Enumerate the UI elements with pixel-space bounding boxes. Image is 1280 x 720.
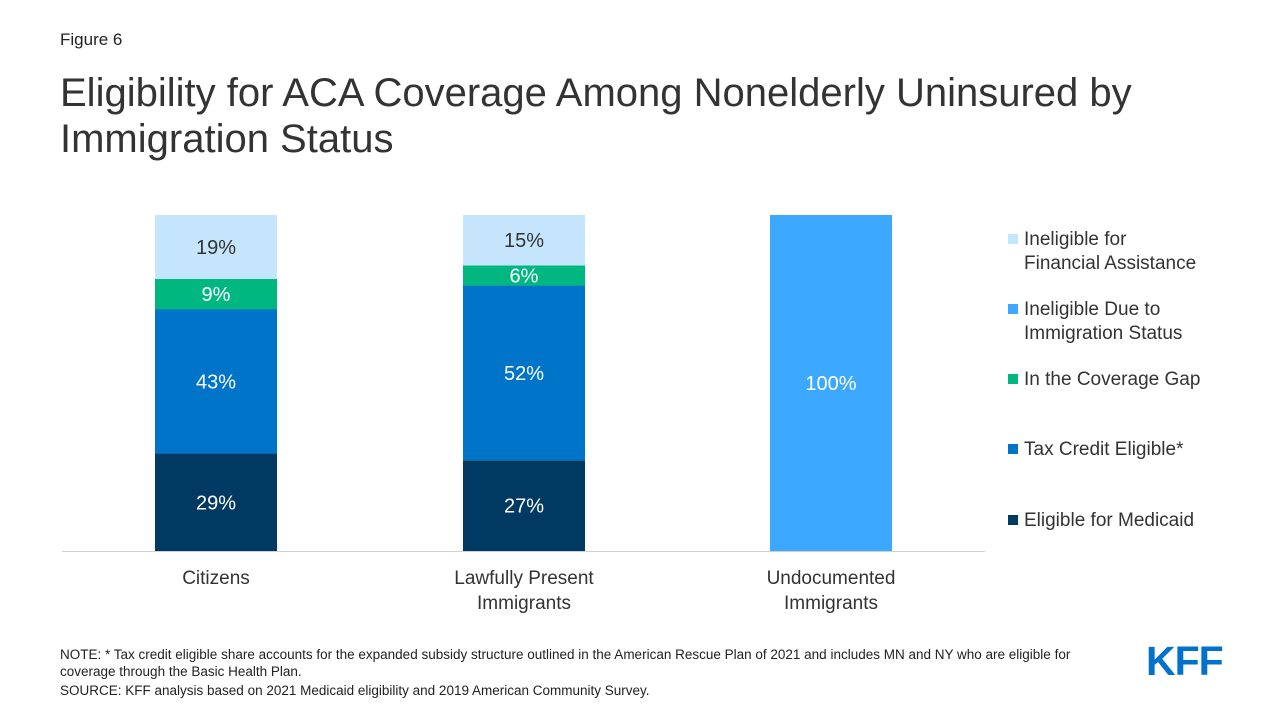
x-tick-label: Citizens [182,568,250,589]
data-label: 29% [196,492,236,514]
data-label: 27% [504,496,544,518]
bar-segment [463,265,585,286]
legend-label: Immigration Status [1024,323,1182,344]
figure-label: Figure 6 [60,30,123,49]
legend-label: Financial Assistance [1024,253,1196,274]
x-tick-label: Lawfully Present [454,568,594,589]
data-label: 19% [196,237,236,259]
bar-segment [155,453,277,551]
legend-swatch [1008,304,1018,314]
kff-logo: KFF [1146,638,1224,684]
legend-label: Ineligible for [1024,229,1127,250]
legend-swatch [1008,444,1018,454]
chart-title: Eligibility for ACA Coverage Among Nonel… [60,71,1132,161]
data-label: 9% [202,284,231,306]
legend-swatch [1008,234,1018,244]
bar-segment [155,309,277,454]
x-tick-label: Immigrants [477,593,571,614]
data-label: 15% [504,230,544,252]
data-label: 6% [510,265,539,287]
x-tick-label: Immigrants [784,593,878,614]
bar-segment [770,215,892,551]
data-label: 43% [196,371,236,393]
legend-label: In the Coverage Gap [1024,369,1200,390]
bar-segment [155,215,277,279]
legend-label: Ineligible Due to [1024,299,1160,320]
data-label: 52% [504,363,544,385]
legend-label: Eligible for Medicaid [1024,510,1194,531]
legend-swatch [1008,515,1018,525]
legend-label: Tax Credit Eligible* [1024,439,1184,460]
x-tick-label: Undocumented [767,568,896,589]
bar-segment [463,460,585,551]
chart-source: SOURCE: KFF analysis based on 2021 Medic… [60,683,650,698]
legend-swatch [1008,374,1018,384]
data-label: 100% [805,373,856,395]
chart-note: NOTE: * Tax credit eligible share accoun… [60,647,1071,679]
bar-segment [463,215,585,266]
bar-segment [463,285,585,461]
bar-segment [155,278,277,310]
